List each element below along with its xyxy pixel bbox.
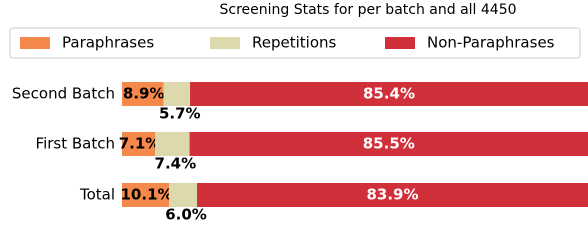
value-label: 7.4% xyxy=(155,155,197,173)
bar-segment xyxy=(197,183,588,207)
y-tick-label: First Batch xyxy=(36,135,115,153)
y-tick-label: Second Batch xyxy=(12,85,115,103)
value-label: 8.9% xyxy=(123,85,165,103)
bar-segment xyxy=(169,183,198,207)
chart-title: Screening Stats for per batch and all 44… xyxy=(219,2,516,18)
bar-segment xyxy=(189,132,588,156)
bar-segment xyxy=(122,82,164,106)
legend-label: Paraphrases xyxy=(62,34,154,52)
legend-box xyxy=(9,27,581,59)
bar-segment xyxy=(122,132,156,156)
y-tick-label: Total xyxy=(79,186,115,204)
bar-segment xyxy=(190,82,588,106)
value-label: 7.1% xyxy=(119,135,161,153)
value-label: 85.4% xyxy=(363,85,415,103)
legend-swatch xyxy=(385,37,415,49)
legend-swatch xyxy=(210,37,240,49)
bar-segment xyxy=(163,82,191,106)
legend-swatch xyxy=(20,37,50,49)
legend-label: Non-Paraphrases xyxy=(427,34,555,52)
value-label: 6.0% xyxy=(165,206,207,221)
value-label: 10.1% xyxy=(121,186,173,204)
bar-segment xyxy=(122,183,170,207)
bar-segment xyxy=(155,132,190,156)
value-label: 85.5% xyxy=(363,135,415,153)
legend-label: Repetitions xyxy=(252,34,337,52)
value-label: 83.9% xyxy=(366,186,418,204)
chart: Screening Stats for per batch and all 44… xyxy=(9,2,588,221)
value-label: 5.7% xyxy=(159,105,201,123)
